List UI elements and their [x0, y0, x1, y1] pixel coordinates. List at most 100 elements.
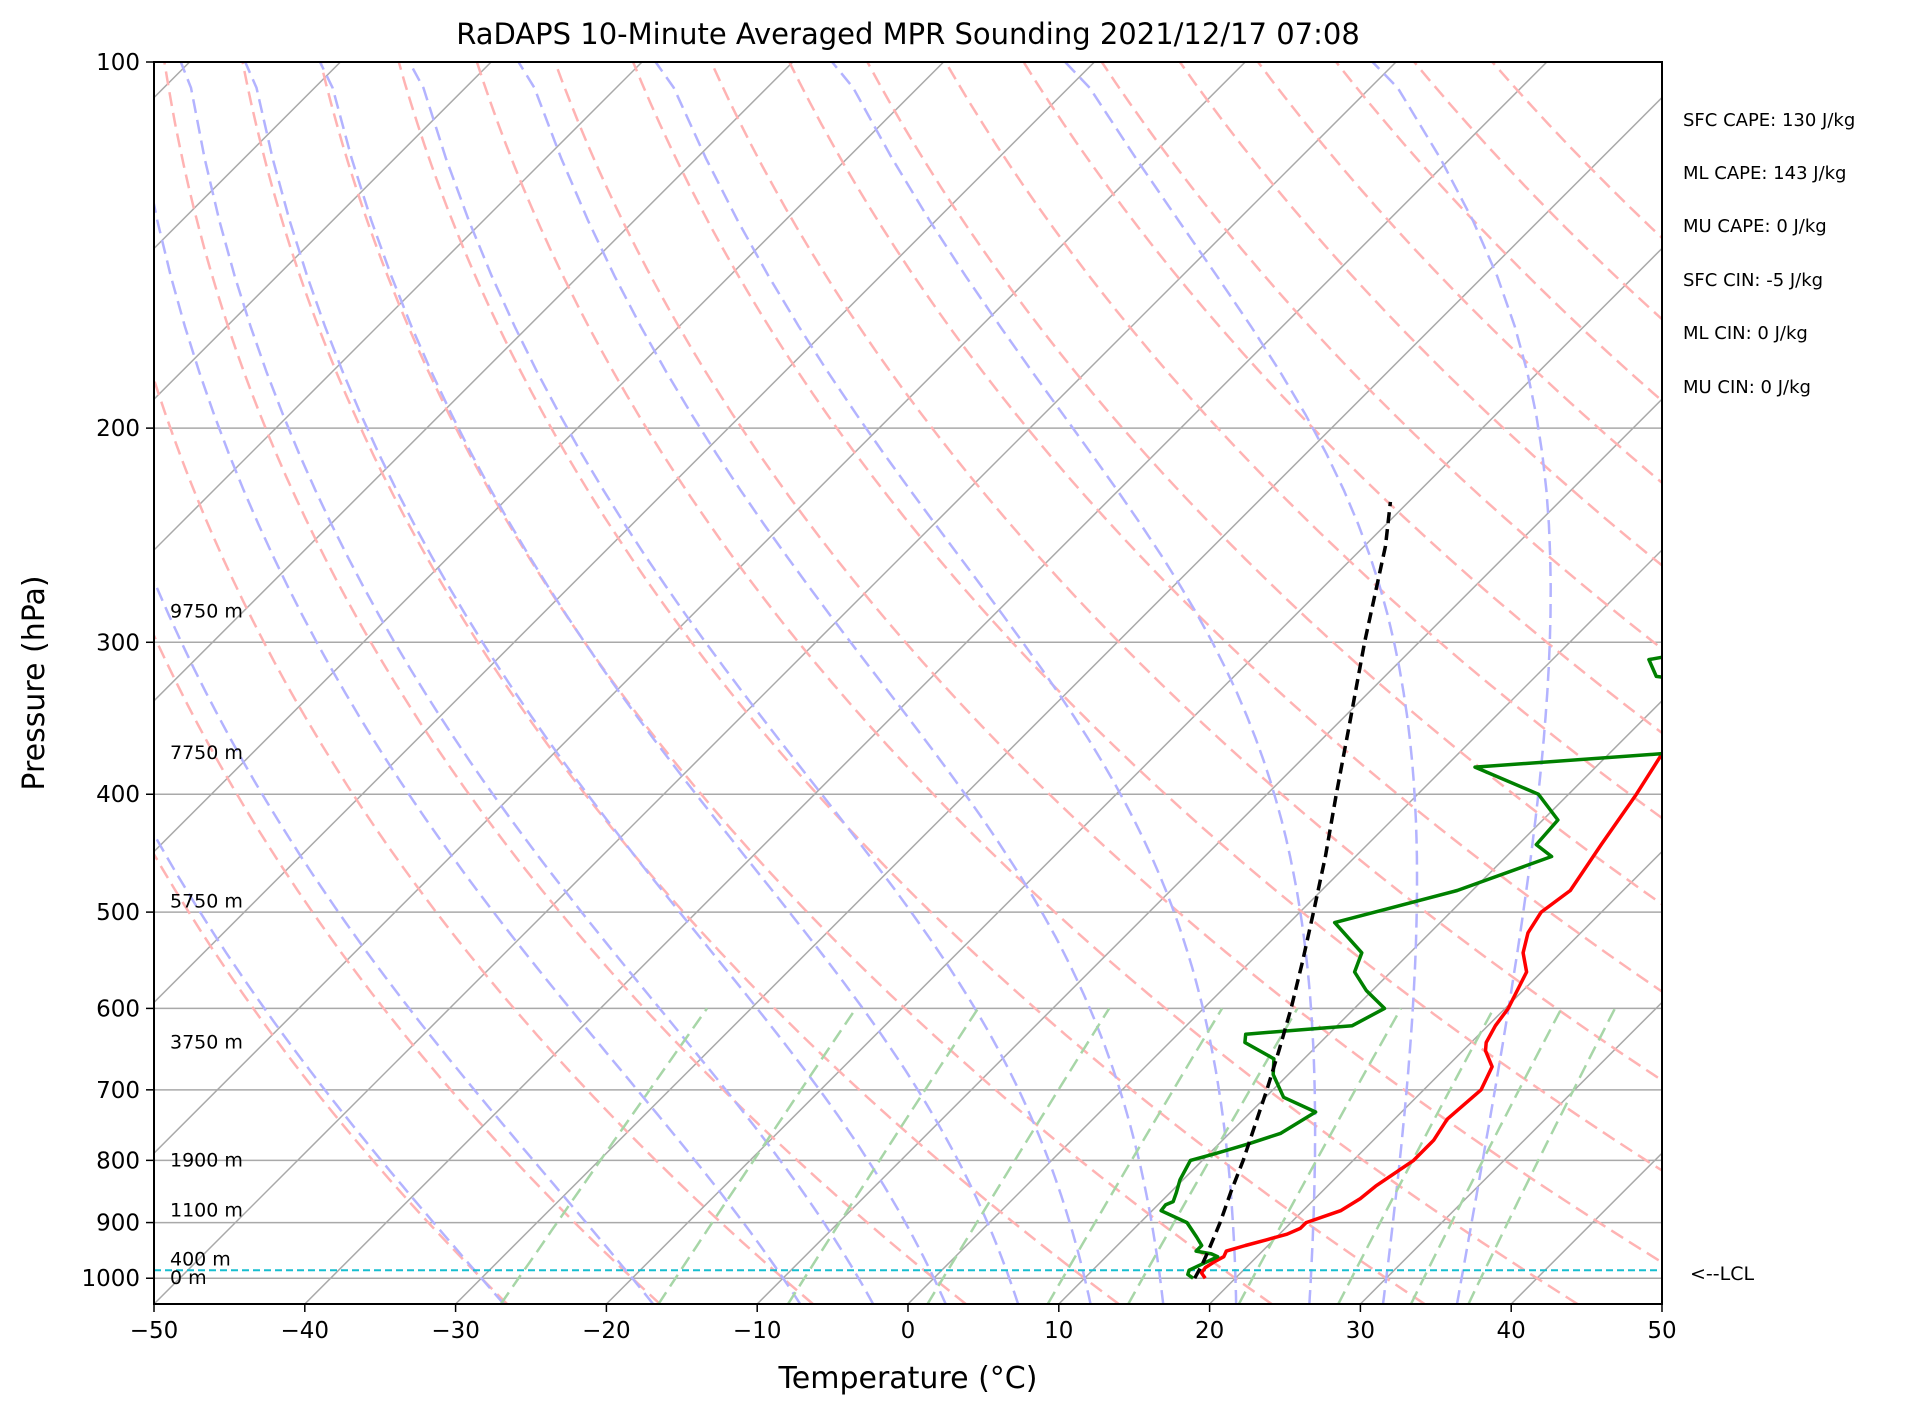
mu-cin-text: MU CIN: 0 J/kg	[1683, 377, 1811, 398]
isotherm-line	[154, 62, 643, 552]
y-axis: 100 200 300 400 500 600 700 800 900 1000	[81, 50, 154, 1292]
x-tick-label: −10	[733, 1318, 782, 1344]
mixing-ratio-line	[499, 1007, 709, 1304]
height-label: 5750 m	[170, 890, 243, 912]
dry-adiabat-line	[1100, 62, 1662, 651]
isotherm-line	[154, 62, 1397, 1304]
y-tick-label: 300	[96, 630, 140, 656]
chart-title: RaDAPS 10-Minute Averaged MPR Sounding 2…	[456, 17, 1360, 51]
lcl-label: <--LCL	[1690, 1263, 1754, 1285]
isotherm-line	[1209, 850, 1662, 1304]
moist-adiabat-line	[1371, 62, 1552, 1304]
isotherm-line	[1359, 1001, 1662, 1304]
x-tick-label: −30	[431, 1318, 480, 1344]
sfc-cape-text: SFC CAPE: 130 J/kg	[1683, 110, 1856, 131]
x-tick-label: 20	[1195, 1318, 1224, 1344]
dry-adiabat-line	[1335, 62, 1662, 403]
mixing-ratio-line	[1046, 1007, 1224, 1304]
moist-adiabat-line	[318, 62, 1020, 1304]
mixing-ratio-line	[1467, 1007, 1617, 1304]
isotherm-line	[1661, 1302, 1662, 1304]
moist-adiabat-line	[654, 62, 1238, 1304]
dry-adiabat-line	[154, 632, 661, 1304]
height-label: 9750 m	[170, 600, 243, 622]
y-tick-label: 1000	[81, 1266, 140, 1292]
moist-adiabat-line	[154, 198, 802, 1304]
moist-adiabat-line	[154, 577, 655, 1304]
mixing-ratio-line	[657, 1007, 857, 1304]
isotherm-line	[154, 62, 1246, 1155]
dry-adiabat-line	[154, 851, 508, 1304]
dry-adiabat-line	[475, 62, 1579, 1304]
moist-adiabat-line	[831, 62, 1317, 1304]
x-tick-label: −40	[281, 1318, 330, 1344]
dry-adiabat-line	[710, 62, 1662, 1082]
height-label: 1100 m	[170, 1200, 243, 1222]
dry-adiabat-line	[1022, 62, 1662, 735]
height-label: 3750 m	[170, 1031, 243, 1053]
isotherm-line	[154, 62, 945, 853]
y-tick-label: 500	[96, 900, 140, 926]
dry-adiabat-line	[1178, 62, 1662, 568]
dry-adiabat-line	[397, 62, 1426, 1304]
isotherm-line	[605, 247, 1662, 1304]
height-label: 400 m	[170, 1248, 231, 1270]
x-tick-label: −20	[582, 1318, 631, 1344]
dry-adiabat-line	[241, 62, 1120, 1304]
y-tick-label: 800	[96, 1148, 140, 1174]
moist-adiabat-line	[408, 62, 1092, 1304]
x-tick-label: 30	[1346, 1318, 1375, 1344]
parcel-profile-line	[1193, 501, 1393, 1280]
y-tick-label: 600	[96, 996, 140, 1022]
x-tick-label: 40	[1497, 1318, 1526, 1344]
y-tick-label: 900	[96, 1211, 140, 1237]
mixing-ratio-line	[1337, 1007, 1495, 1304]
dry-adiabat-line	[1257, 62, 1662, 485]
dry-adiabat-line	[1491, 62, 1662, 240]
x-tick-label: 10	[1044, 1318, 1073, 1344]
sfc-cin-text: SFC CIN: -5 J/kg	[1683, 270, 1824, 291]
moist-adiabat-line	[244, 62, 947, 1304]
dry-adiabat-line	[788, 62, 1662, 994]
x-axis-label: Temperature (°C)	[778, 1361, 1038, 1396]
x-tick-label: −50	[130, 1318, 179, 1344]
mixing-ratio-line	[1409, 1007, 1563, 1304]
height-label: 0 m	[170, 1267, 207, 1289]
ml-cin-text: ML CIN: 0 J/kg	[1683, 323, 1808, 344]
mixing-ratio-line	[1237, 1007, 1402, 1304]
x-axis: −50 −40 −30 −20 −10 0 10 20 30 40 50	[130, 1304, 1677, 1344]
dry-adiabat-line	[154, 375, 814, 1304]
isotherm-line	[304, 62, 1548, 1304]
dry-adiabat-line	[866, 62, 1662, 906]
ml-cape-text: ML CAPE: 143 J/kg	[1683, 163, 1847, 184]
mixing-ratio-line	[926, 1007, 1111, 1304]
dry-adiabat-line	[553, 62, 1662, 1264]
isotherm-line	[154, 62, 492, 401]
moist-adiabat-line	[179, 62, 875, 1304]
y-tick-label: 400	[96, 782, 140, 808]
y-tick-label: 100	[96, 50, 140, 76]
isotherm-line	[1510, 1152, 1662, 1304]
isotherm-line	[154, 62, 1095, 1004]
dry-adiabat-line	[1413, 62, 1662, 321]
isotherm-line	[455, 96, 1662, 1304]
y-tick-label: 700	[96, 1078, 140, 1104]
isotherm-line	[756, 398, 1662, 1304]
y-axis-label: Pressure (hPa)	[17, 575, 52, 790]
mu-cape-text: MU CAPE: 0 J/kg	[1683, 216, 1827, 237]
temperature-line	[1199, 752, 1662, 1280]
height-label: 1900 m	[170, 1149, 243, 1171]
x-tick-label: 50	[1647, 1318, 1676, 1344]
y-tick-label: 200	[96, 416, 140, 442]
isotherm-line	[154, 62, 794, 702]
mixing-ratio-line	[786, 1007, 980, 1304]
isotherm-line	[907, 548, 1662, 1304]
plot-area	[154, 62, 1662, 1304]
dry-adiabat-line	[163, 62, 967, 1304]
moist-adiabat-line	[1064, 62, 1419, 1304]
moist-adiabat-line	[154, 831, 505, 1304]
x-tick-label: 0	[901, 1318, 916, 1344]
dry-adiabat-line	[944, 62, 1662, 820]
